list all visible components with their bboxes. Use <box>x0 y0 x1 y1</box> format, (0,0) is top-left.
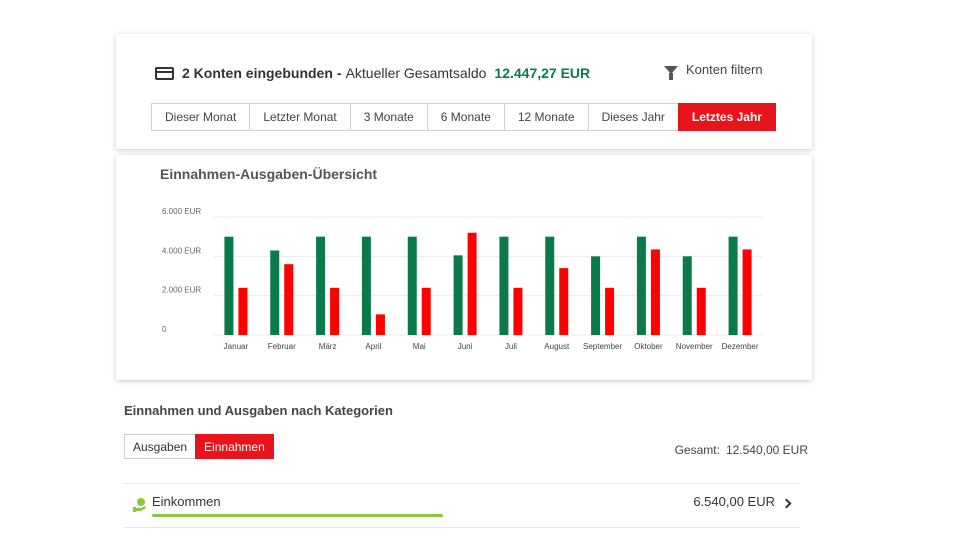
income-expense-chart: 0 2.000 EUR 4.000 EUR 6.000 EUR Januar Februa… <box>162 207 763 351</box>
period-tab-this-month[interactable]: Dieser Monat <box>151 103 251 131</box>
expense-bar <box>330 287 340 335</box>
x-tick-label: Juni <box>458 342 473 351</box>
x-tick-label: Januar <box>224 342 249 351</box>
x-tick-label: November <box>676 342 713 351</box>
x-tick-label: März <box>319 342 337 351</box>
category-type-toggle: Ausgaben Einnahmen <box>124 434 274 459</box>
period-tab-this-year[interactable]: Dieses Jahr <box>587 103 679 131</box>
x-tick-label: April <box>365 342 381 351</box>
income-bar <box>591 256 601 335</box>
filter-accounts-label: Konten filtern <box>686 62 763 77</box>
x-tick-label: Juli <box>505 342 517 351</box>
category-name: Einkommen <box>152 494 221 509</box>
expense-bar <box>559 268 569 335</box>
x-tick-label: Februar <box>268 342 296 351</box>
income-bar <box>728 236 738 335</box>
period-tab-last-year[interactable]: Letztes Jahr <box>677 103 776 131</box>
category-amount: 6.540,00 EUR <box>693 494 775 509</box>
y-tick-label: 0 <box>162 325 167 334</box>
expense-bar <box>650 249 660 335</box>
expense-bar <box>421 287 431 335</box>
expense-bar <box>742 249 752 335</box>
toggle-expenses-button[interactable]: Ausgaben <box>124 434 197 459</box>
divider-bottom <box>124 527 800 528</box>
income-bar <box>270 250 280 335</box>
y-tick-label: 4.000 EUR <box>162 246 201 255</box>
income-bar <box>499 236 509 335</box>
y-tick-label: 2.000 EUR <box>162 286 201 295</box>
categories-section-title: Einnahmen und Ausgaben nach Kategorien <box>124 403 393 418</box>
expense-bar <box>467 232 477 335</box>
income-bar <box>453 255 463 335</box>
period-tab-3-months[interactable]: 3 Monate <box>349 103 428 131</box>
credit-card-icon <box>155 66 174 80</box>
period-tab-6-months[interactable]: 6 Monate <box>426 103 505 131</box>
category-row-einkommen[interactable]: Einkommen 6.540,00 EUR <box>124 484 800 527</box>
accounts-summary-card: 2 Konten eingebunden - Aktueller Gesamts… <box>116 34 812 149</box>
period-tabs: Dieser Monat Letzter Monat 3 Monate 6 Mo… <box>151 103 776 131</box>
category-share-fill <box>152 514 444 517</box>
filter-icon <box>664 65 678 80</box>
expense-bar <box>284 264 294 335</box>
x-tick-label: Mai <box>413 342 426 351</box>
accounts-count: 2 Konten eingebunden <box>182 65 333 81</box>
accounts-summary: 2 Konten eingebunden - Aktueller Gesamts… <box>155 65 590 81</box>
x-tick-label: Dezember <box>722 342 759 351</box>
income-bar <box>316 236 326 335</box>
balance-value: 12.447,27 EUR <box>494 65 591 81</box>
x-tick-label: Oktober <box>634 342 663 351</box>
total-label: Gesamt: <box>674 443 720 457</box>
chart-title: Einnahmen-Ausgaben-Übersicht <box>160 166 378 182</box>
category-total: Gesamt: 12.540,00 EUR <box>675 443 808 457</box>
divider-top <box>124 483 800 484</box>
income-bar <box>545 236 555 335</box>
x-tick-label: September <box>583 342 622 351</box>
period-tab-12-months[interactable]: 12 Monate <box>503 103 589 131</box>
period-tab-last-month[interactable]: Letzter Monat <box>249 103 351 131</box>
income-expense-chart-card: Einnahmen-Ausgaben-Übersicht 0 2.000 EUR 4… <box>116 155 812 380</box>
income-bar <box>224 236 234 335</box>
expense-bar <box>238 287 248 335</box>
expense-bar <box>605 287 615 335</box>
toggle-income-button[interactable]: Einnahmen <box>195 434 274 459</box>
income-bar <box>407 236 417 335</box>
income-bar <box>361 236 371 335</box>
income-bar <box>682 256 692 335</box>
expense-bar <box>513 287 523 335</box>
category-share-bar <box>152 514 712 517</box>
summary-separator: - <box>336 65 342 81</box>
total-value: 12.540,00 EUR <box>725 443 808 457</box>
x-tick-label: August <box>544 342 570 351</box>
y-tick-label: 6.000 EUR <box>162 207 201 216</box>
filter-accounts-button[interactable]: Konten filtern <box>664 62 763 80</box>
expense-bar <box>696 287 706 335</box>
expense-bar <box>375 314 385 335</box>
money-hand-icon <box>133 498 146 512</box>
chevron-right-icon <box>781 498 792 509</box>
balance-label: Aktueller Gesamtsaldo <box>345 65 487 81</box>
income-bar <box>636 236 646 335</box>
